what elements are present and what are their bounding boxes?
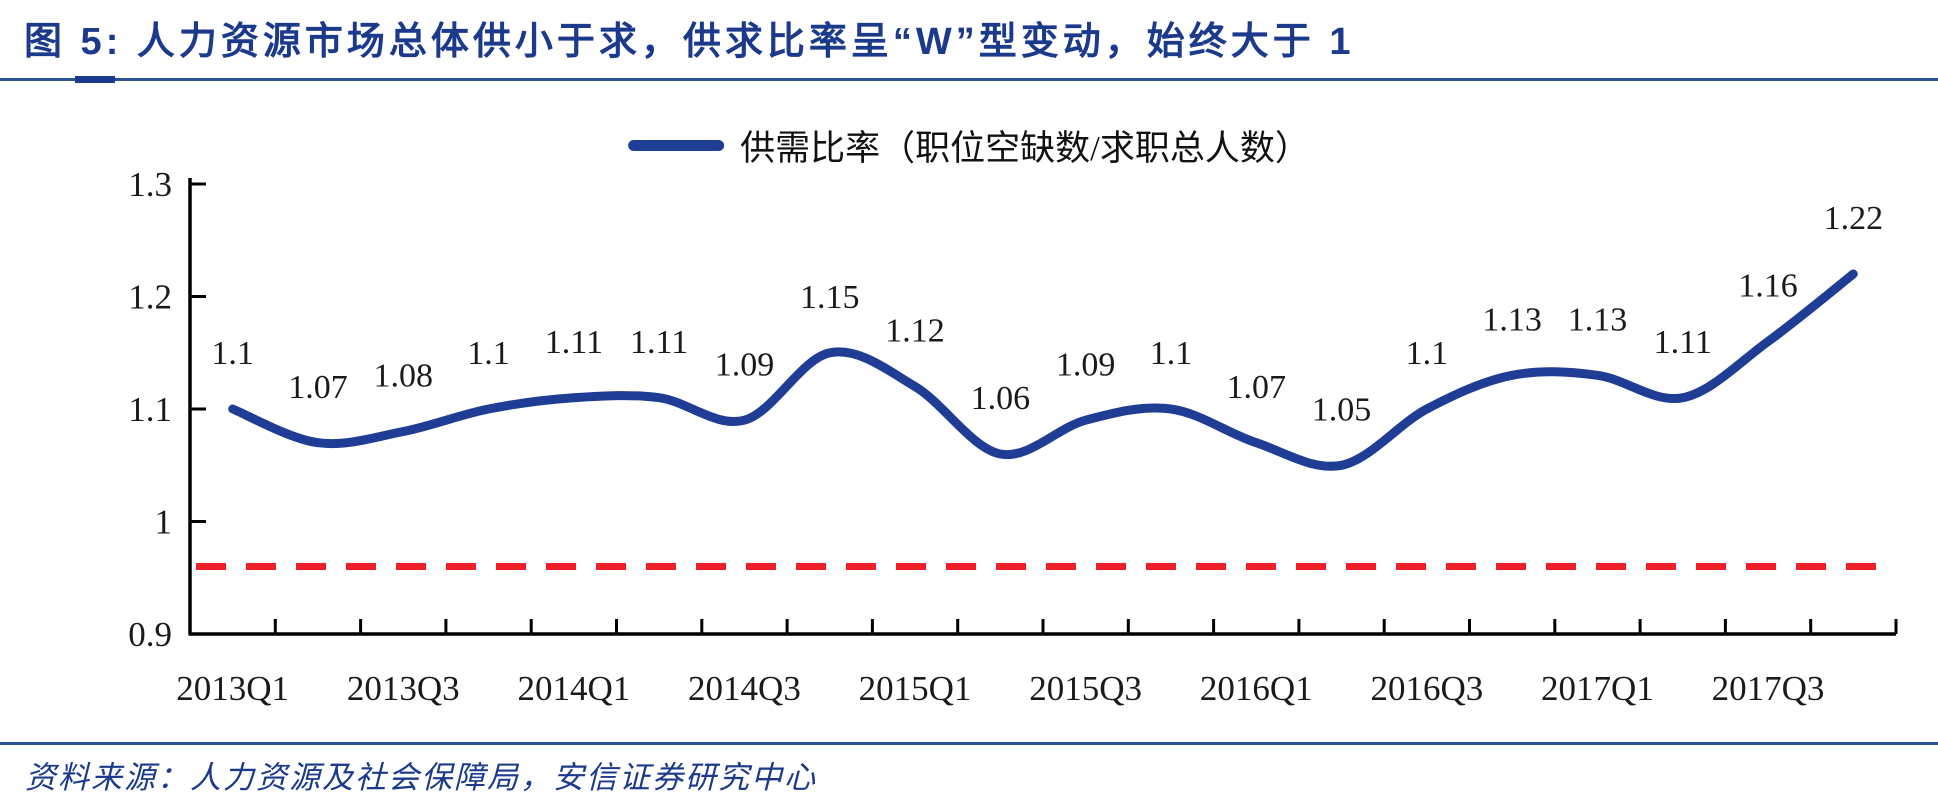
y-axis-tick-label: 0.9: [128, 615, 172, 654]
x-axis-tick-label: 2017Q3: [1712, 669, 1825, 708]
footer-divider: [0, 742, 1938, 745]
x-axis-tick-label: 2016Q1: [1200, 669, 1313, 708]
data-label: 1.06: [971, 380, 1031, 417]
y-axis-tick-label: 1.1: [128, 390, 172, 429]
title-underline-tab: [75, 76, 115, 83]
x-axis-tick-label: 2013Q1: [176, 669, 289, 708]
data-label: 1.1: [211, 335, 254, 372]
data-label: 1.09: [1056, 346, 1116, 383]
legend-line-marker: [628, 140, 725, 151]
data-label: 1.09: [715, 346, 775, 383]
data-label: 1.07: [288, 369, 348, 406]
x-axis-tick-label: 2015Q3: [1029, 669, 1142, 708]
data-label: 1.13: [1568, 301, 1628, 338]
x-axis-tick-label: 2014Q3: [688, 669, 801, 708]
data-label: 1.11: [545, 324, 603, 361]
legend-label: 供需比率（职位空缺数/求职总人数）: [740, 129, 1310, 168]
data-label: 1.1: [467, 335, 510, 372]
x-axis-tick-label: 2015Q1: [859, 669, 972, 708]
data-label: 1.11: [630, 324, 688, 361]
data-label: 1.12: [885, 313, 945, 350]
figure-title: 图 5: 人力资源市场总体供小于求，供求比率呈“W”型变动，始终大于 1: [24, 21, 1355, 63]
x-axis-tick-label: 2017Q1: [1541, 669, 1654, 708]
data-label: 1.11: [1654, 324, 1712, 361]
data-label: 1.13: [1482, 301, 1542, 338]
data-label: 1.1: [1406, 335, 1449, 372]
y-axis-tick-label: 1: [155, 503, 173, 542]
data-label: 1.22: [1824, 200, 1884, 237]
x-axis-tick-label: 2013Q3: [347, 669, 460, 708]
y-axis-tick-label: 1.3: [128, 165, 172, 204]
data-label: 1.1: [1150, 335, 1193, 372]
data-label: 1.15: [800, 279, 860, 316]
y-axis-tick-label: 1.2: [128, 278, 172, 317]
data-label: 1.05: [1312, 391, 1372, 428]
x-axis-tick-label: 2016Q3: [1370, 669, 1483, 708]
line-chart: 0.9 1 1.1 1.2 1.3 2013Q1 2013Q3 2014Q1 2014Q3 201…: [128, 165, 1898, 708]
chart-legend: 供需比率（职位空缺数/求职总人数）: [628, 120, 1310, 171]
title-underline: [0, 76, 1938, 83]
data-label: 1.07: [1227, 369, 1287, 406]
x-axis-tick-label: 2014Q1: [517, 669, 630, 708]
data-label: 1.16: [1738, 268, 1798, 305]
source-note: 资料来源：人力资源及社会保障局，安信证券研究中心: [25, 760, 817, 795]
series-line: [228, 269, 1858, 471]
data-label: 1.08: [374, 358, 434, 395]
